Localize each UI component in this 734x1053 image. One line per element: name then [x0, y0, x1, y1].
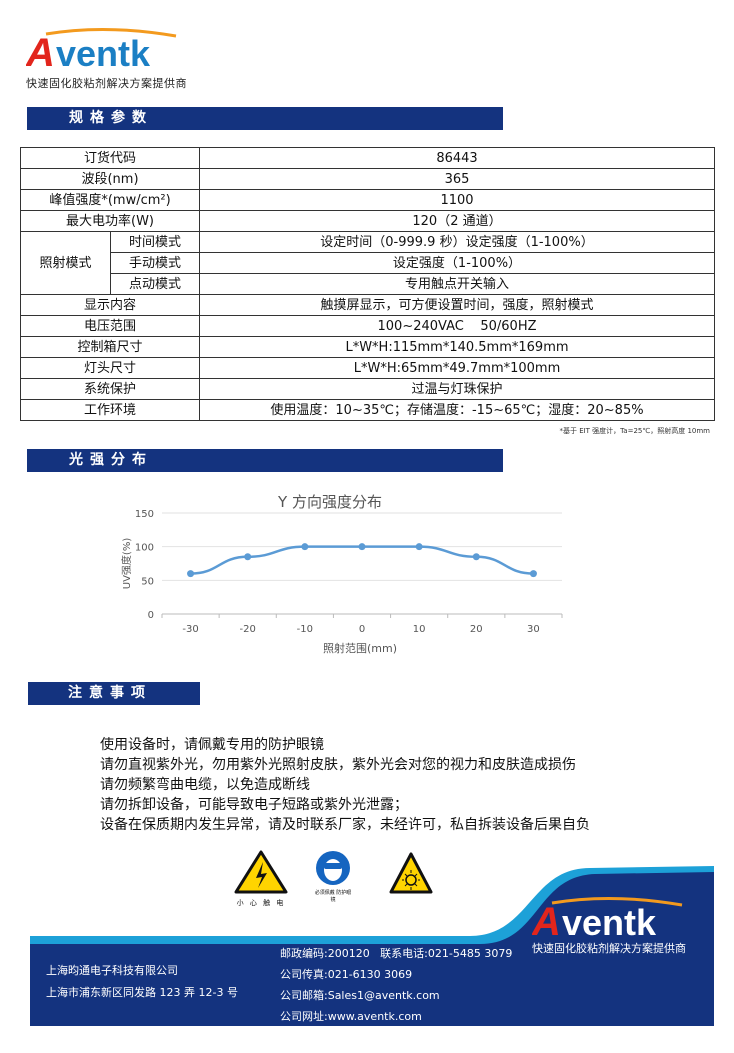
footer-logo: A ventk: [532, 896, 683, 939]
data-point: [244, 553, 252, 561]
spec-row: 系统保护 过温与灯珠保护: [20, 378, 715, 400]
spec-value: 触摸屏显示，可方便设置时间，强度，照射模式: [199, 294, 715, 316]
spec-label: 最大电功率(W): [20, 210, 200, 232]
note-item: 设备在保质期内发生异常，请及时联系厂家，未经许可，私自拆装设备后果自负: [100, 817, 590, 833]
spec-value: 使用温度：10~35℃；存储温度：-15~65℃；湿度：20~85%: [199, 399, 715, 421]
spec-label: 显示内容: [20, 294, 200, 316]
spec-row: 点动模式 专用触点开关输入: [21, 273, 715, 295]
y-tick-label: 50: [141, 576, 154, 587]
spec-row: 峰值强度*(mw/cm²) 1100: [20, 189, 715, 211]
y-tick-label: 150: [135, 509, 154, 520]
footer-fax: 公司传真:021-6130 3069: [280, 968, 413, 981]
x-tick-label: 20: [470, 624, 483, 635]
spec-value: 120（2 通道）: [199, 210, 715, 232]
data-point: [358, 543, 366, 551]
data-point: [301, 543, 309, 551]
spec-value: L*W*H:65mm*49.7mm*100mm: [199, 357, 715, 379]
section-header-notes: 注意事项: [28, 682, 200, 705]
spec-value: 设定强度（1-100%）: [199, 252, 715, 274]
spec-label: 订货代码: [20, 147, 200, 169]
spec-row: 显示内容 触摸屏显示，可方便设置时间，强度，照射模式: [20, 294, 715, 316]
footer-tagline: 快速固化胶粘剂解决方案提供商: [532, 942, 686, 955]
series-line: [190, 545, 534, 575]
svg-text:ventk: ventk: [56, 33, 151, 70]
x-tick-label: 30: [527, 624, 540, 635]
note-item: 请勿频繁弯曲电缆，以免造成断线: [100, 777, 310, 793]
y-tick-label: 100: [135, 543, 154, 554]
footer-postcode-phone: 邮政编码:200120 联系电话:021-5485 3079: [280, 947, 513, 960]
footer-email[interactable]: 公司邮箱:Sales1@aventk.com: [280, 989, 440, 1002]
spec-label: 工作环境: [20, 399, 200, 421]
data-point: [529, 570, 537, 578]
spec-value: 365: [199, 168, 715, 190]
note-item: 请勿拆卸设备，可能导致电子短路或紫外光泄露；: [100, 797, 408, 813]
aventk-logo: A ventk: [26, 27, 177, 70]
spec-label: 电压范围: [20, 315, 200, 337]
notes-list: 使用设备时，请佩戴专用的防护眼镜 请勿直视紫外光，勿用紫外光照射皮肤，紫外光会对…: [100, 735, 590, 835]
data-point: [472, 553, 480, 561]
uv-radiation-warning-icon: [389, 852, 433, 894]
svg-text:A: A: [532, 900, 561, 939]
section-header-specs: 规格参数: [27, 107, 503, 130]
uv-radiation-warning: [389, 852, 435, 898]
spec-value: 86443: [199, 147, 715, 169]
y-axis-label: UV强度(%): [120, 538, 133, 590]
footer-address: 上海市浦东新区同发路 123 弄 12-3 号: [46, 986, 238, 999]
y-tick-label: 0: [148, 610, 154, 621]
spec-sublabel: 点动模式: [110, 273, 200, 295]
spec-value: L*W*H:115mm*140.5mm*169mm: [199, 336, 715, 358]
spec-label: 系统保护: [20, 378, 200, 400]
wear-goggles-icon: [316, 851, 350, 885]
data-point: [415, 543, 423, 551]
svg-text:ventk: ventk: [562, 902, 657, 939]
wear-goggles-sign: 必须佩戴 防护眼镜: [313, 850, 353, 904]
footer-banner: [30, 866, 714, 1026]
chart-title: Y 方向强度分布: [277, 493, 382, 511]
spec-footnote: *基于 EIT 强度计，Ta=25℃，照射高度 10mm: [559, 427, 710, 435]
spec-row: 订货代码 86443: [20, 147, 715, 169]
spec-value: 专用触点开关输入: [199, 273, 715, 295]
spec-row: 控制箱尺寸 L*W*H:115mm*140.5mm*169mm: [20, 336, 715, 358]
x-axis-label: 照射范围(mm): [323, 641, 397, 655]
spec-sublabel: 时间模式: [110, 231, 200, 253]
x-tick-label: -10: [297, 624, 313, 635]
icon-caption: 小 心 触 电: [236, 899, 286, 907]
note-item: 请勿直视紫外光，勿用紫外光照射皮肤，紫外光会对您的视力和皮肤造成损伤: [100, 757, 576, 773]
spec-sublabel: 手动模式: [110, 252, 200, 274]
spec-value: 1100: [199, 189, 715, 211]
spec-row: 手动模式 设定强度（1-100%）: [21, 252, 715, 274]
spec-group-label: 照射模式: [20, 231, 111, 295]
spec-value: 设定时间（0-999.9 秒）设定强度（1-100%）: [199, 231, 715, 253]
spec-row: 最大电功率(W) 120（2 通道）: [20, 210, 715, 232]
electric-shock-warning-icon: [234, 850, 288, 894]
note-item: 使用设备时，请佩戴专用的防护眼镜: [100, 737, 324, 753]
spec-label: 控制箱尺寸: [20, 336, 200, 358]
svg-text:A: A: [26, 31, 55, 70]
x-tick-label: 10: [413, 624, 426, 635]
spec-value: 100~240VAC 50/60HZ: [199, 315, 715, 337]
spec-row: 电压范围 100~240VAC 50/60HZ: [20, 315, 715, 337]
spec-value: 过温与灯珠保护: [199, 378, 715, 400]
electric-shock-warning: 小 心 触 电: [233, 850, 289, 908]
x-tick-label: -30: [182, 624, 198, 635]
data-point: [187, 570, 195, 578]
spec-label: 峰值强度*(mw/cm²): [20, 189, 200, 211]
section-header-distribution: 光强分布: [27, 449, 503, 472]
spec-table: 订货代码 86443 波段(nm) 365 峰值强度*(mw/cm²) 1100 最大电功率…: [20, 147, 715, 421]
tagline: 快速固化胶粘剂解决方案提供商: [26, 77, 187, 90]
spec-label: 波段(nm): [20, 168, 200, 190]
x-tick-label: -20: [240, 624, 256, 635]
footer-company: 上海昀通电子科技有限公司: [46, 964, 178, 977]
x-tick-label: 0: [359, 624, 365, 635]
icon-caption: 必须佩戴 防护眼镜: [314, 890, 352, 903]
footer-website[interactable]: 公司网址:www.aventk.com: [280, 1010, 422, 1023]
spec-row: 工作环境 使用温度：10~35℃；存储温度：-15~65℃；湿度：20~85%: [20, 399, 715, 421]
spec-label: 灯头尺寸: [20, 357, 200, 379]
intensity-distribution-chart: Y 方向强度分布 0 50 100 150 -30 -20 -10 0 10 20 30 照射范围(mm…: [120, 493, 563, 655]
spec-row: 照射模式 时间模式 设定时间（0-999.9 秒）设定强度（1-100%）: [20, 231, 715, 295]
spec-row: 波段(nm) 365: [20, 168, 715, 190]
spec-row: 灯头尺寸 L*W*H:65mm*49.7mm*100mm: [20, 357, 715, 379]
